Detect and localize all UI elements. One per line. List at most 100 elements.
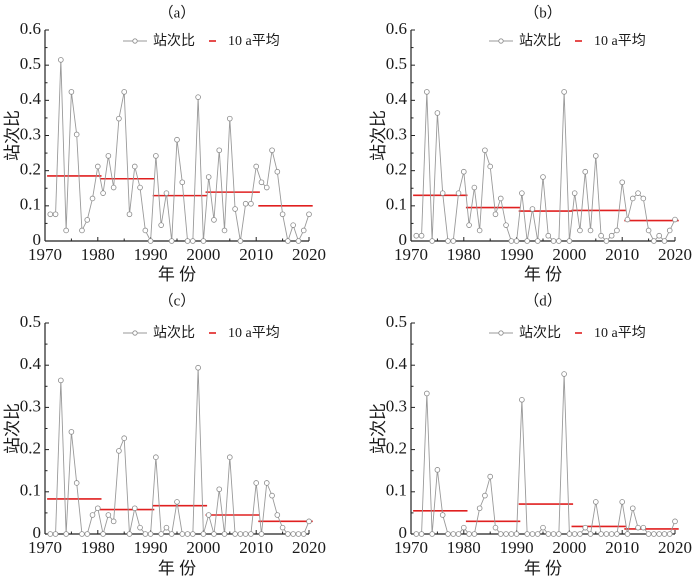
x-tick-label: 1980 bbox=[447, 538, 481, 557]
data-point bbox=[629, 195, 636, 202]
data-point bbox=[211, 217, 217, 223]
data-point bbox=[635, 190, 641, 196]
data-point bbox=[598, 232, 604, 239]
data-point bbox=[274, 168, 281, 175]
data-point bbox=[534, 238, 541, 244]
data-point bbox=[608, 232, 615, 239]
data-point bbox=[540, 174, 546, 180]
data-point bbox=[47, 211, 54, 218]
x-tick-label: 1990 bbox=[500, 538, 534, 557]
y-tick-label: 0 bbox=[33, 230, 42, 249]
data-point bbox=[116, 448, 122, 454]
data-point bbox=[455, 190, 462, 196]
x-tick-label: 2020 bbox=[658, 245, 692, 264]
y-tick-label: 0.5 bbox=[20, 54, 41, 73]
x-tick-label: 2020 bbox=[292, 245, 326, 264]
data-point bbox=[306, 211, 312, 218]
data-point bbox=[211, 531, 217, 537]
x-axis-label: 年 份 bbox=[524, 559, 562, 576]
data-point bbox=[137, 184, 143, 191]
data-point bbox=[184, 238, 191, 244]
panel-d: （d） 0 0.1 0.2 0.3 0.4 0.5 1970 1980 1990 2000 2010 2… bbox=[369, 292, 692, 576]
data-point bbox=[513, 531, 520, 537]
legend: 站次比 10 a平均 bbox=[123, 325, 280, 341]
data-point bbox=[258, 179, 265, 186]
data-point bbox=[168, 531, 175, 537]
data-point bbox=[168, 238, 175, 244]
data-point bbox=[179, 531, 186, 537]
data-point bbox=[482, 492, 488, 499]
data-point bbox=[460, 524, 467, 531]
data-point bbox=[279, 524, 286, 531]
data-point bbox=[592, 153, 599, 159]
data-point bbox=[434, 467, 441, 473]
data-point bbox=[295, 238, 302, 244]
y-tick-label: 0.4 bbox=[20, 89, 42, 108]
data-point bbox=[153, 153, 159, 159]
data-point bbox=[227, 115, 233, 122]
data-point bbox=[592, 499, 599, 505]
y-tick-label: 0.3 bbox=[386, 396, 407, 415]
data-point bbox=[661, 238, 668, 244]
data-point bbox=[126, 211, 133, 218]
legend-label-decade-average: 10 a平均 bbox=[594, 33, 646, 49]
data-point bbox=[439, 190, 446, 196]
data-point bbox=[651, 531, 657, 537]
data-point bbox=[661, 531, 668, 537]
legend-label-station-ratio: 站次比 bbox=[519, 325, 561, 341]
data-point bbox=[561, 89, 567, 95]
y-tick-label: 0.3 bbox=[20, 124, 41, 143]
y-tick-label: 0.4 bbox=[20, 354, 42, 373]
data-point bbox=[100, 531, 106, 537]
data-point bbox=[68, 89, 75, 95]
y-tick-label: 0 bbox=[399, 230, 408, 249]
data-point bbox=[68, 429, 75, 435]
data-point bbox=[248, 200, 254, 207]
data-point bbox=[190, 531, 196, 537]
data-point bbox=[418, 232, 425, 239]
data-point bbox=[153, 454, 159, 460]
x-tick-label: 2000 bbox=[186, 538, 220, 557]
y-tick-label: 0.4 bbox=[386, 354, 408, 373]
data-point bbox=[232, 206, 238, 212]
x-tick-label: 2000 bbox=[186, 245, 220, 264]
x-tick-label: 1990 bbox=[500, 245, 534, 264]
data-point bbox=[79, 531, 85, 537]
data-point bbox=[571, 190, 578, 196]
data-point bbox=[190, 238, 196, 244]
data-point bbox=[656, 531, 662, 537]
panel-title: （c） bbox=[159, 292, 196, 309]
data-point bbox=[258, 531, 265, 537]
data-point bbox=[73, 480, 80, 486]
data-point bbox=[582, 524, 589, 531]
data-point bbox=[105, 512, 112, 518]
y-axis-label: 站次比 bbox=[3, 403, 22, 454]
data-point bbox=[445, 238, 451, 244]
y-tick-label: 0.2 bbox=[386, 160, 407, 179]
data-point bbox=[519, 397, 525, 403]
x-tick-label: 1990 bbox=[134, 538, 168, 557]
data-point bbox=[550, 238, 557, 244]
data-point bbox=[672, 518, 678, 525]
data-point bbox=[666, 227, 673, 234]
y-tick-label: 0.5 bbox=[386, 54, 407, 73]
data-point bbox=[58, 377, 64, 384]
data-point bbox=[216, 147, 223, 154]
x-tick-label: 1990 bbox=[134, 245, 168, 264]
data-point bbox=[418, 531, 425, 537]
data-point bbox=[497, 531, 504, 537]
legend: 站次比 10 a平均 bbox=[489, 325, 646, 341]
data-point bbox=[242, 200, 249, 207]
data-point bbox=[47, 531, 54, 537]
data-point bbox=[556, 238, 562, 244]
data-point bbox=[413, 232, 420, 239]
data-point bbox=[460, 168, 467, 175]
legend-label-decade-average: 10 a平均 bbox=[594, 325, 646, 341]
data-point bbox=[274, 512, 281, 518]
x-tick-label: 1970 bbox=[28, 538, 62, 557]
y-tick-label: 0.1 bbox=[386, 481, 407, 500]
y-axis-label: 站次比 bbox=[369, 403, 388, 454]
data-point bbox=[110, 184, 117, 191]
data-point bbox=[450, 238, 457, 244]
